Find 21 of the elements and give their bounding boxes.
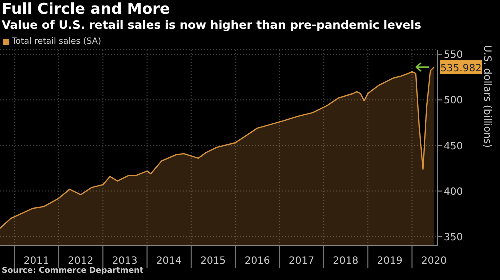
chart-title: Full Circle and More [2,0,170,18]
x-tick-label: 2014 [156,256,182,267]
x-tick-label: 2013 [112,256,138,267]
x-tick-label: 2015 [200,256,226,267]
x-tick-label: 2018 [333,256,359,267]
source-note: Source: Commerce Department [2,266,144,275]
x-tick-label: 2012 [68,256,94,267]
legend-label: Total retail sales (SA) [11,37,102,47]
x-tick-label: 2017 [288,256,314,267]
y-tick-label: 450 [444,141,464,152]
chart-subtitle: Value of U.S. retail sales is now higher than pre-pandemic levels [2,18,422,32]
y-axis-title: U.S. dollars (billions) [481,45,492,148]
y-tick-label: 500 [444,96,464,107]
x-tick-label: 2019 [377,256,403,267]
x-tick-label: 2016 [244,256,270,267]
y-tick-label: 350 [444,232,464,244]
annotation: 535.982 [440,63,482,74]
x-tick-label: 2020 [422,256,447,267]
y-tick-label: 550 [444,50,464,62]
y-tick-label: 400 [444,186,464,198]
x-tick-label: 2011 [24,256,50,267]
